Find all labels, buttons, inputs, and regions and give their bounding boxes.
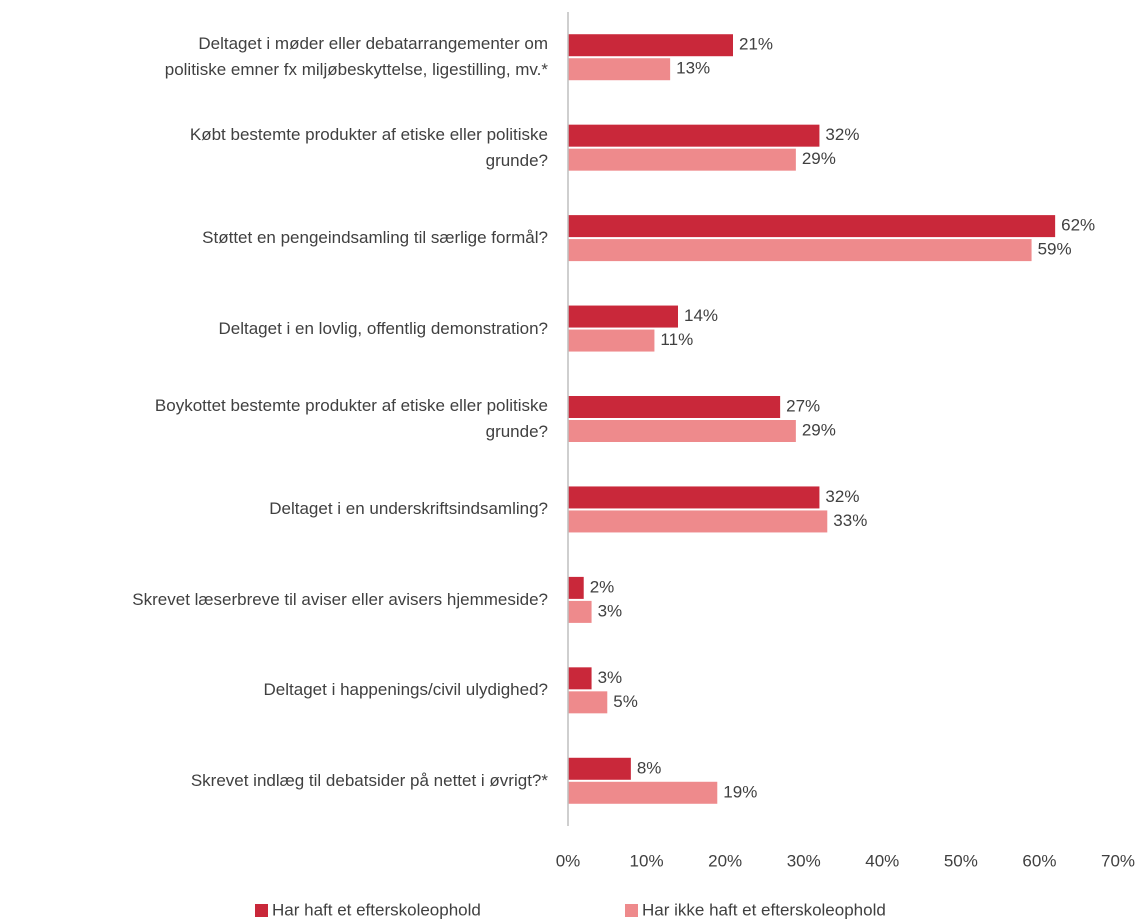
value-label: 29% [802,149,836,168]
category-label: Deltaget i møder eller debatarrangemente… [164,34,548,80]
value-label: 62% [1061,216,1095,235]
bar [568,34,733,57]
value-label: 32% [825,487,859,506]
bar [568,305,678,328]
value-label: 3% [598,601,623,620]
bar [568,757,631,780]
bar [568,691,608,714]
x-tick-label: 30% [787,851,821,870]
x-tick-label: 0% [556,851,581,870]
bar [568,486,820,509]
bar [568,396,781,418]
x-tick-label: 10% [630,851,664,870]
x-tick-label: 70% [1101,851,1135,870]
category-label: Deltaget i en underskriftsindsamling? [269,499,548,519]
category-label: Skrevet indlæg til debatsider på nettet … [190,770,548,790]
category-label: Støttet en pengeindsamling til særlige f… [202,228,548,248]
bar [568,58,671,81]
value-label: 33% [833,511,867,530]
value-label: 19% [723,782,757,801]
x-tick-label: 50% [944,851,978,870]
bar [568,576,584,599]
x-tick-label: 60% [1022,851,1056,870]
category-label: Deltaget i happenings/civil ulydighed? [263,680,548,700]
value-label: 13% [676,59,710,78]
value-label: 2% [590,577,615,596]
category-label: Købt bestemte produkter af etiske eller … [189,124,548,170]
value-label: 11% [660,330,693,349]
x-tick-label: 40% [865,851,899,870]
bar [568,420,796,442]
legend-swatch [255,904,268,917]
legend-label: Har ikke haft et efterskoleophold [642,900,886,919]
bar [568,329,655,352]
bar [568,215,1056,238]
category-label: Skrevet læserbreve til aviser eller avis… [132,589,548,609]
value-label: 59% [1038,240,1072,259]
value-label: 3% [598,668,623,687]
bar [568,148,796,171]
value-label: 8% [637,758,662,777]
value-label: 21% [739,35,773,54]
value-label: 27% [786,396,820,415]
bar [568,510,828,533]
category-label: Deltaget i en lovlig, offentlig demonstr… [218,318,549,338]
category-label: Boykottet bestemte produkter af etiske e… [154,396,548,441]
legend-swatch [625,904,638,917]
bar [568,667,592,690]
bar [568,239,1032,262]
bar [568,781,718,804]
legend-label: Har haft et efterskoleophold [272,900,481,919]
value-label: 29% [802,420,836,439]
bar [568,124,820,147]
bar [568,600,592,623]
x-tick-label: 20% [708,851,742,870]
value-label: 14% [684,306,718,325]
value-label: 5% [613,692,638,711]
value-label: 32% [825,125,859,144]
